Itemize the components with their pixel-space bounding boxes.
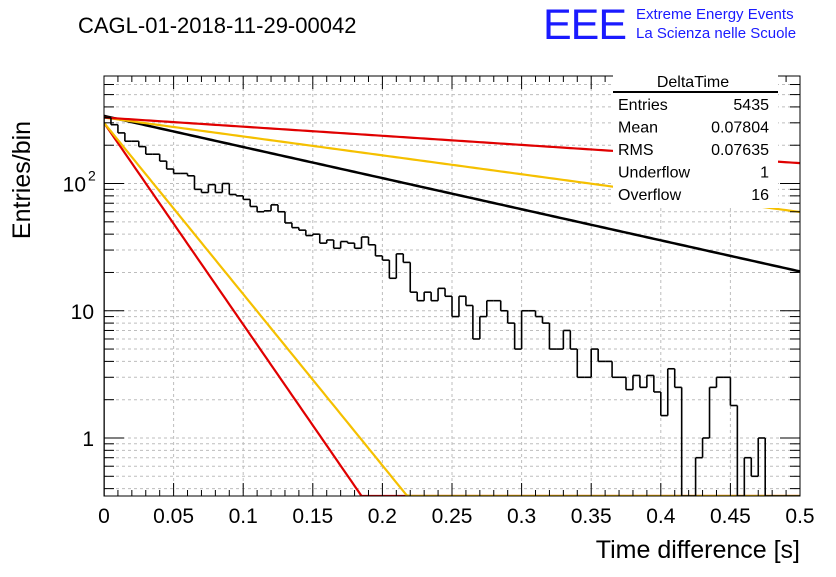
y-tick-label: 10 bbox=[63, 174, 86, 197]
stats-value: 0.07635 bbox=[711, 142, 769, 159]
stats-label: Underflow bbox=[618, 165, 690, 182]
stats-value: 1 bbox=[760, 165, 769, 182]
x-tick-label: 0.05 bbox=[153, 505, 194, 528]
stats-label: Overflow bbox=[618, 187, 682, 204]
x-tick-label: 0.2 bbox=[368, 505, 397, 528]
stats-value: 16 bbox=[751, 187, 769, 204]
y-axis-label: Entries/bin bbox=[8, 121, 36, 239]
stats-rows: Entries 5435 Mean 0.07804 RMS 0.07635 Underflo… bbox=[618, 97, 769, 204]
eee-logo: EEE Extreme Energy Events La Scienza nel… bbox=[543, 1, 796, 49]
stats-box-background bbox=[613, 73, 778, 208]
x-tick-label: 0.35 bbox=[571, 505, 612, 528]
x-tick-label: 0.1 bbox=[229, 505, 258, 528]
x-tick-label: 0.4 bbox=[646, 505, 676, 528]
x-tick-label: 0.3 bbox=[507, 505, 536, 528]
logo-mark: EEE bbox=[543, 1, 626, 49]
y-tick-label-exponent: 2 bbox=[88, 168, 96, 184]
histogram bbox=[104, 116, 800, 496]
fit-curve-fit bbox=[104, 114, 800, 273]
x-tick-label: 0.5 bbox=[785, 505, 814, 528]
grid bbox=[103, 75, 801, 496]
x-tick-label: 0.45 bbox=[710, 505, 751, 528]
x-tick-label: 0.15 bbox=[292, 505, 333, 528]
fit-curve-rate-high-yellow bbox=[104, 122, 800, 496]
x-tick-label: 0.25 bbox=[432, 505, 473, 528]
stats-value: 0.07804 bbox=[711, 120, 769, 137]
axis-ticks: 0 0.05 0.1 0.15 0.2 0.25 0.3 0.35 0.4 0.45 0.5 1 10 1… bbox=[63, 75, 815, 528]
stats-label: Mean bbox=[618, 120, 658, 137]
stats-label: RMS bbox=[618, 142, 654, 159]
x-axis-label: Time difference [s] bbox=[596, 536, 800, 564]
x-tick-label: 0 bbox=[98, 505, 110, 528]
y-tick-label: 1 bbox=[82, 428, 94, 451]
stats-value: 5435 bbox=[733, 97, 769, 114]
fit-curve-rate-high-red bbox=[104, 122, 800, 496]
stats-label: Entries bbox=[618, 97, 668, 114]
y-tick-label: 10 bbox=[71, 301, 94, 324]
logo-line-1: Extreme Energy Events bbox=[636, 6, 794, 23]
stats-box: DeltaTime Entries 5435 Mean 0.07804 RMS 0.076… bbox=[613, 73, 778, 208]
chart-title: CAGL-01-2018-11-29-00042 bbox=[78, 13, 356, 38]
stats-title: DeltaTime bbox=[657, 74, 729, 91]
logo-line-2: La Scienza nelle Scuole bbox=[636, 25, 796, 42]
